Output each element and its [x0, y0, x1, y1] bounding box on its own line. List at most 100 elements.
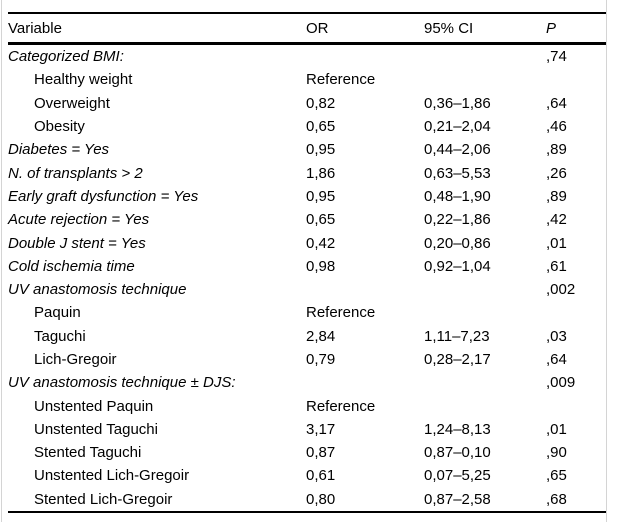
variable-cell: Early graft dysfunction = Yes — [8, 187, 199, 205]
p-cell: ,61 — [546, 257, 567, 275]
or-cell: 0,82 — [306, 94, 336, 112]
variable-cell: N. of transplants > 2 — [8, 164, 143, 182]
p-cell: ,64 — [546, 351, 567, 368]
ci-cell — [424, 68, 546, 91]
variable-cell: Stented Taguchi — [34, 444, 142, 462]
ci-cell — [424, 44, 546, 69]
or-cell: 0,95 — [306, 187, 336, 205]
or-cell: 0,87 — [306, 444, 336, 462]
header-row: Variable OR 95% CI P — [8, 13, 606, 45]
variable-cell: Taguchi — [34, 327, 86, 345]
ci-cell: 0,87–0,10 — [424, 444, 491, 462]
variable-cell: Healthy weight — [34, 71, 133, 89]
table-header: Variable OR 95% CI P — [8, 13, 606, 45]
variable-cell: UV anastomosis technique — [8, 281, 187, 299]
table-row: Cold ischemia time 0,98 0,92–1,04 ,61 — [8, 255, 606, 278]
ci-cell: 0,07–5,25 — [424, 467, 491, 485]
or-cell: Reference — [306, 71, 376, 89]
table-row: UV anastomosis technique ,002 — [8, 278, 606, 301]
variable-cell: Unstented Taguchi — [34, 420, 158, 438]
p-cell: ,64 — [546, 94, 567, 112]
or-cell: 0,98 — [306, 257, 336, 275]
p-cell: ,74 — [546, 48, 567, 66]
variable-cell: Lich-Gregoir — [34, 351, 117, 368]
column-header-or: OR — [306, 13, 424, 45]
ci-cell: 0,36–1,86 — [424, 94, 491, 112]
column-header-variable: Variable — [8, 13, 306, 45]
table-row: Unstented Taguchi 3,17 1,24–8,13 ,01 — [8, 418, 606, 441]
variable-cell: Unstented Paquin — [34, 397, 154, 415]
table-row: Double J stent = Yes 0,42 0,20–0,86 ,01 — [8, 231, 606, 254]
or-cell: 2,84 — [306, 327, 336, 345]
ci-cell: 0,92–1,04 — [424, 257, 491, 275]
variable-cell: Cold ischemia time — [8, 257, 135, 275]
or-cell: 0,61 — [306, 467, 336, 485]
ci-cell: 0,20–0,86 — [424, 234, 491, 252]
table-row: Acute rejection = Yes 0,65 0,22–1,86 ,42 — [8, 208, 606, 231]
table-row: Categorized BMI: ,74 — [8, 44, 606, 69]
p-cell: ,002 — [546, 281, 576, 299]
variable-cell: Categorized BMI: — [8, 48, 124, 66]
column-header-ci: 95% CI — [424, 13, 546, 45]
ci-cell: 0,48–1,90 — [424, 187, 491, 205]
or-cell — [306, 371, 424, 394]
variable-cell: Unstented Lich-Gregoir — [34, 467, 190, 485]
table-row: Lich-Gregoir 0,79 0,28–2,17 ,64 — [8, 348, 606, 371]
ci-cell: 0,21–2,04 — [424, 118, 491, 136]
ci-cell: 0,22–1,86 — [424, 211, 491, 229]
table-row: N. of transplants > 2 1,86 0,63–5,53 ,26 — [8, 161, 606, 184]
p-cell — [546, 394, 606, 417]
p-cell: ,01 — [546, 420, 567, 438]
variable-cell: Obesity — [34, 118, 85, 136]
or-cell: 1,86 — [306, 164, 336, 182]
or-cell: 3,17 — [306, 420, 336, 438]
table-row: Taguchi 2,84 1,11–7,23 ,03 — [8, 325, 606, 348]
or-cell: 0,42 — [306, 234, 336, 252]
or-cell: 0,95 — [306, 141, 336, 159]
variable-cell: UV anastomosis technique ± DJS: — [8, 374, 236, 392]
ci-cell: 0,63–5,53 — [424, 164, 491, 182]
or-cell — [306, 278, 424, 301]
or-cell: 0,65 — [306, 118, 336, 136]
table-body: Categorized BMI: ,74 Healthy weight Referen… — [8, 44, 606, 512]
p-cell: ,65 — [546, 467, 567, 485]
p-cell: ,89 — [546, 141, 567, 159]
or-cell — [306, 44, 424, 69]
variable-cell: Stented Lich-Gregoir — [34, 490, 173, 508]
ci-cell — [424, 301, 546, 324]
ci-cell — [424, 278, 546, 301]
or-cell: 0,65 — [306, 211, 336, 229]
p-cell — [546, 68, 606, 91]
or-cell: 0,79 — [306, 351, 336, 368]
p-cell: ,89 — [546, 187, 567, 205]
p-cell: ,03 — [546, 327, 567, 345]
p-cell: ,90 — [546, 444, 567, 462]
p-cell: ,01 — [546, 234, 567, 252]
ci-cell: 0,44–2,06 — [424, 141, 491, 159]
table-row: Obesity 0,65 0,21–2,04 ,46 — [8, 115, 606, 138]
p-cell: ,26 — [546, 164, 567, 182]
p-cell: ,42 — [546, 211, 567, 229]
table-row: Early graft dysfunction = Yes 0,95 0,48–1,… — [8, 185, 606, 208]
table-row: Unstented Lich-Gregoir 0,61 0,07–5,25 ,65 — [8, 464, 606, 487]
variable-cell: Overweight — [34, 94, 110, 112]
or-cell: Reference — [306, 397, 376, 415]
p-cell — [546, 301, 606, 324]
variable-cell: Acute rejection = Yes — [8, 211, 150, 229]
ci-cell: 1,24–8,13 — [424, 420, 491, 438]
table-row: Healthy weight Reference — [8, 68, 606, 91]
regression-results-table: Variable OR 95% CI P Categorized BMI: ,74… — [8, 12, 606, 513]
variable-cell: Diabetes = Yes — [8, 141, 110, 159]
table-row: Stented Lich-Gregoir 0,80 0,87–2,58 ,68 — [8, 488, 606, 512]
column-header-p: P — [546, 13, 606, 45]
table-row: Diabetes = Yes 0,95 0,44–2,06 ,89 — [8, 138, 606, 161]
ci-cell — [424, 371, 546, 394]
or-cell: Reference — [306, 304, 376, 322]
table-row: Unstented Paquin Reference — [8, 394, 606, 417]
p-cell: ,009 — [546, 374, 576, 392]
table-row: Paquin Reference — [8, 301, 606, 324]
ci-cell: 0,87–2,58 — [424, 490, 491, 508]
variable-cell: Paquin — [34, 304, 81, 322]
p-cell: ,46 — [546, 118, 567, 136]
or-cell: 0,80 — [306, 490, 336, 508]
